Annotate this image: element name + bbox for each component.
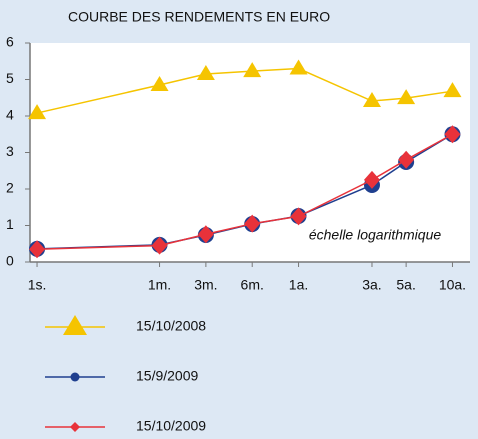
y-tick-label: 3: [6, 143, 14, 159]
data-point: [363, 170, 380, 189]
x-tick-label: 3m.: [194, 277, 217, 293]
x-tick-label: 10a.: [439, 277, 466, 293]
y-tick-label: 0: [6, 253, 14, 269]
data-point: [244, 214, 261, 233]
y-tick-label: 2: [6, 180, 14, 196]
data-point: [362, 92, 381, 108]
chart-title: COURBE DES RENDEMENTS EN EURO: [68, 9, 330, 25]
x-tick-label: 1a.: [289, 277, 308, 293]
y-tick-label: 4: [6, 107, 14, 123]
x-tick-label: 1m.: [148, 277, 171, 293]
data-point: [29, 240, 46, 259]
legend-marker: [70, 372, 80, 382]
data-point: [243, 62, 262, 78]
data-point: [150, 75, 169, 91]
legend-marker: [63, 315, 87, 335]
data-point: [397, 89, 416, 105]
x-tick-label: 5a.: [396, 277, 415, 293]
y-tick-label: 1: [6, 216, 14, 232]
data-point: [151, 236, 168, 255]
legend-label: 15/10/2008: [136, 318, 206, 334]
legend-marker: [70, 422, 80, 432]
x-tick-label: 1s.: [28, 277, 47, 293]
data-point: [28, 104, 47, 120]
data-point: [289, 59, 308, 75]
annotation: échelle logarithmique: [309, 227, 442, 243]
x-tick-label: 3a.: [362, 277, 381, 293]
data-point: [443, 82, 462, 98]
x-tick-label: 6m.: [241, 277, 264, 293]
legend-label: 15/9/2009: [136, 368, 198, 384]
data-point: [290, 207, 307, 226]
data-point: [444, 125, 461, 144]
data-point: [196, 65, 215, 81]
legend-label: 15/10/2009: [136, 418, 206, 434]
series-line: [37, 133, 453, 250]
data-point: [197, 225, 214, 244]
y-tick-label: 6: [6, 34, 14, 50]
data-point: [398, 150, 415, 169]
y-tick-label: 5: [6, 70, 14, 86]
